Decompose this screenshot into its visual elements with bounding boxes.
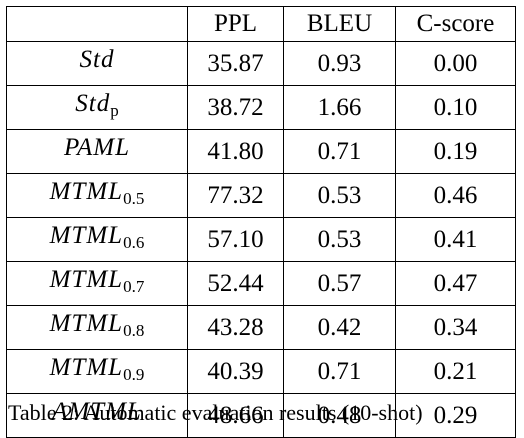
ppl-cell: 43.28 [186,305,285,350]
model-cell: Stdp [6,85,188,130]
model-name: MTML [49,310,124,337]
model-subscript: 0.5 [123,189,145,208]
model-subscript: 0.8 [123,321,145,340]
model-cell: MTML0.5 [6,173,188,218]
table-row: MTML0.9 40.39 0.71 0.21 [6,349,517,394]
model-name: MTML [49,354,124,381]
table-row: Stdp 38.72 1.66 0.10 [6,85,517,130]
model-cell: MTML0.8 [6,305,188,350]
ppl-cell: 38.72 [186,85,285,130]
model-cell: Std [6,41,188,86]
model-name: MTML [49,178,124,205]
model-name: Std [75,90,111,117]
model-subscript: p [110,101,119,120]
bleu-cell: 0.53 [283,217,396,262]
ppl-cell: 57.10 [186,217,285,262]
table-row: MTML0.6 57.10 0.53 0.41 [6,217,517,262]
model-cell: MTML0.9 [6,349,188,394]
ppl-cell: 35.87 [186,41,285,86]
table-row: PAML 41.80 0.71 0.19 [6,129,517,174]
model-name: Std [79,46,115,73]
cscore-cell: 0.41 [394,217,517,262]
model-cell: PAML [6,129,188,174]
model-subscript: 0.6 [123,233,145,252]
bleu-cell: 0.53 [283,173,396,218]
ppl-cell: 52.44 [186,261,285,306]
ppl-cell: 41.80 [186,129,285,174]
bleu-cell: 1.66 [283,85,396,130]
model-name: MTML [49,222,124,249]
model-cell: MTML0.6 [6,217,188,262]
header-bleu: BLEU [283,6,396,42]
table-row: MTML0.5 77.32 0.53 0.46 [6,173,517,218]
model-subscript: 0.9 [123,365,145,384]
table-caption: Table 2: Automatic evaluation results (1… [8,400,423,425]
ppl-cell: 77.32 [186,173,285,218]
cscore-cell: 0.46 [394,173,517,218]
cscore-cell: 0.10 [394,85,517,130]
model-name: MTML [49,266,124,293]
cscore-cell: 0.00 [394,41,517,86]
model-name: PAML [63,134,131,161]
model-subscript: 0.7 [123,277,145,296]
table-row: Std 35.87 0.93 0.00 [6,41,517,86]
table-body: Std 35.87 0.93 0.00 Stdp 38.72 1.66 0.10… [6,41,517,438]
results-table: PPL BLEU C-score Std 35.87 0.93 0.00 Std… [6,6,517,438]
table-row: MTML0.7 52.44 0.57 0.47 [6,261,517,306]
cscore-cell: 0.21 [394,349,517,394]
bleu-cell: 0.42 [283,305,396,350]
model-cell: MTML0.7 [6,261,188,306]
ppl-cell: 40.39 [186,349,285,394]
bleu-cell: 0.71 [283,349,396,394]
cscore-cell: 0.34 [394,305,517,350]
cscore-cell: 0.47 [394,261,517,306]
bleu-cell: 0.93 [283,41,396,86]
table-header-row: PPL BLEU C-score [6,6,517,42]
header-cscore: C-score [394,6,517,42]
cscore-cell: 0.19 [394,129,517,174]
bleu-cell: 0.71 [283,129,396,174]
header-ppl: PPL [186,6,285,42]
bleu-cell: 0.57 [283,261,396,306]
header-model [6,6,188,42]
table-row: MTML0.8 43.28 0.42 0.34 [6,305,517,350]
